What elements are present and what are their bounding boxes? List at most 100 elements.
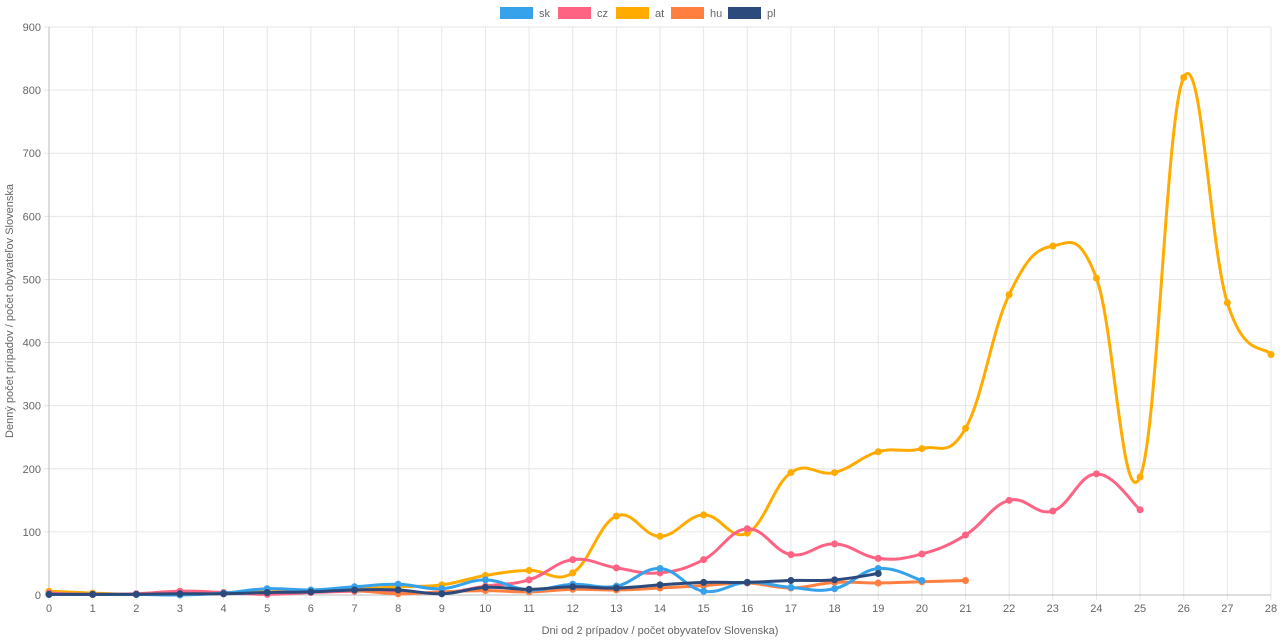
data-point-pl[interactable]: [351, 586, 358, 594]
x-tick-label: 4: [221, 603, 227, 615]
data-point-pl[interactable]: [700, 578, 708, 586]
data-point-pl[interactable]: [45, 590, 53, 598]
data-point-at[interactable]: [1092, 274, 1100, 282]
data-point-pl[interactable]: [656, 581, 664, 589]
y-tick-label: 400: [23, 338, 41, 350]
data-point-pl[interactable]: [220, 590, 228, 598]
data-point-cz[interactable]: [1136, 506, 1144, 514]
data-point-at[interactable]: [612, 512, 620, 520]
data-point-sk[interactable]: [831, 585, 839, 593]
data-point-sk[interactable]: [481, 576, 489, 584]
data-point-sk[interactable]: [656, 564, 664, 572]
legend-item-pl[interactable]: pl: [728, 7, 776, 20]
legend-swatch: [616, 7, 649, 19]
data-point-at[interactable]: [1136, 473, 1144, 481]
data-point-at[interactable]: [962, 424, 969, 432]
x-tick-label: 9: [439, 603, 445, 615]
data-point-cz[interactable]: [787, 551, 795, 559]
legend-item-cz[interactable]: cz: [558, 7, 608, 20]
y-tick-label: 600: [23, 211, 41, 223]
x-tick-label: 23: [1047, 603, 1059, 615]
y-axis-title: Denný počet prípadov / počet obyvateľov …: [4, 183, 16, 438]
data-point-pl[interactable]: [831, 576, 839, 584]
data-point-pl[interactable]: [438, 590, 446, 598]
data-point-pl[interactable]: [132, 590, 140, 598]
data-point-cz[interactable]: [612, 564, 620, 572]
data-point-cz[interactable]: [700, 556, 708, 564]
data-point-at[interactable]: [1223, 299, 1231, 307]
data-point-pl[interactable]: [874, 570, 882, 578]
data-point-at[interactable]: [569, 569, 577, 577]
data-point-hu[interactable]: [874, 579, 882, 587]
data-point-pl[interactable]: [569, 583, 577, 591]
data-point-cz[interactable]: [525, 576, 533, 584]
data-point-sk[interactable]: [700, 587, 708, 595]
data-point-pl[interactable]: [612, 584, 620, 592]
data-point-cz[interactable]: [1092, 470, 1100, 478]
y-tick-label: 0: [35, 590, 41, 602]
data-point-at[interactable]: [787, 469, 795, 477]
data-point-cz[interactable]: [1005, 496, 1013, 504]
data-point-at[interactable]: [1005, 291, 1013, 299]
data-point-at[interactable]: [525, 566, 533, 574]
legend-item-hu[interactable]: hu: [671, 7, 722, 20]
data-point-at[interactable]: [700, 511, 708, 519]
data-point-sk[interactable]: [918, 576, 926, 584]
legend-label: pl: [767, 8, 776, 20]
data-point-sk[interactable]: [787, 583, 795, 591]
x-tick-label: 3: [177, 603, 183, 615]
data-point-sk[interactable]: [394, 580, 402, 588]
data-point-at[interactable]: [1180, 73, 1188, 81]
data-point-pl[interactable]: [787, 576, 795, 584]
data-point-cz[interactable]: [918, 550, 926, 558]
x-axis-title: Dni od 2 prípadov / počet obyvateľov Slo…: [542, 625, 779, 637]
y-tick-label: 100: [23, 527, 41, 539]
data-point-at[interactable]: [1267, 351, 1275, 359]
y-tick-label: 900: [23, 22, 41, 34]
series-cz: [45, 470, 1144, 598]
data-point-at[interactable]: [831, 469, 839, 477]
data-point-pl[interactable]: [394, 586, 402, 594]
data-point-at[interactable]: [918, 445, 926, 453]
x-tick-label: 20: [916, 603, 928, 615]
y-tick-label: 500: [23, 274, 41, 286]
x-tick-label: 10: [479, 603, 491, 615]
data-point-at[interactable]: [1049, 242, 1057, 250]
data-point-pl[interactable]: [263, 588, 271, 596]
data-point-cz[interactable]: [569, 556, 577, 564]
data-point-pl[interactable]: [89, 590, 97, 598]
x-tick-label: 8: [395, 603, 401, 615]
legend-item-at[interactable]: at: [616, 7, 664, 20]
series-pl: [45, 570, 882, 598]
grid: [44, 26, 1272, 600]
data-point-cz[interactable]: [1049, 507, 1057, 515]
series-layer: [45, 72, 1275, 599]
data-point-cz[interactable]: [831, 540, 839, 548]
x-tick-label: 16: [741, 603, 753, 615]
data-point-pl[interactable]: [525, 585, 533, 593]
x-tick-label: 26: [1178, 603, 1190, 615]
data-point-pl[interactable]: [176, 590, 184, 598]
y-tick-label: 200: [23, 464, 41, 476]
x-tick-label: 15: [698, 603, 710, 615]
data-point-cz[interactable]: [743, 525, 751, 533]
legend-item-sk[interactable]: sk: [500, 7, 551, 20]
y-tick-label: 700: [23, 148, 41, 160]
x-tick-label: 17: [785, 603, 797, 615]
series-line-cz: [47, 472, 1142, 596]
data-point-cz[interactable]: [874, 554, 882, 562]
x-tick-label: 6: [308, 603, 314, 615]
data-point-at[interactable]: [874, 448, 882, 456]
x-tick-label: 0: [46, 603, 52, 615]
legend-label: hu: [710, 8, 722, 20]
data-point-hu[interactable]: [962, 576, 969, 584]
data-point-pl[interactable]: [481, 583, 489, 591]
data-point-pl[interactable]: [307, 588, 315, 596]
legend[interactable]: sk cz at hu pl: [500, 7, 776, 20]
x-tick-label: 18: [828, 603, 840, 615]
data-point-at[interactable]: [656, 532, 664, 540]
data-point-pl[interactable]: [743, 578, 751, 586]
x-tick-label: 21: [959, 603, 971, 615]
data-point-cz[interactable]: [962, 531, 969, 539]
